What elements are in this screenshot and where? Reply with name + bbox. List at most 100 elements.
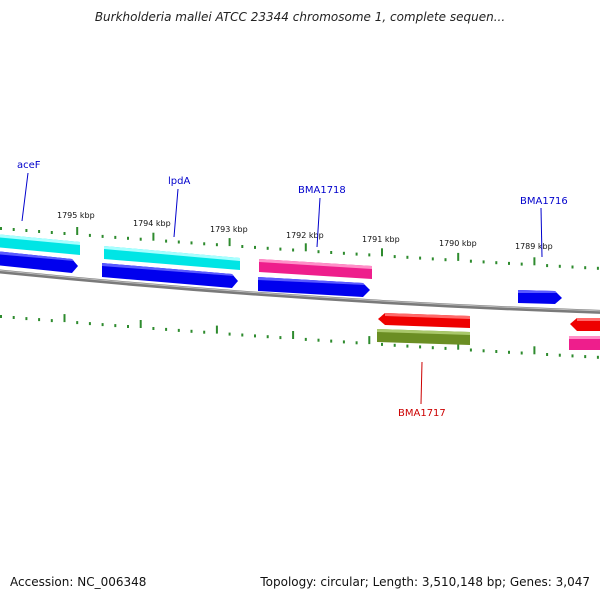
minor-tick: [114, 235, 117, 239]
lower-tick-track: [0, 314, 599, 359]
tick-labels: 1795 kbp 1794 kbp 1793 kbp 1792 kbp 1791…: [57, 211, 553, 251]
tick-label-1795: 1795 kbp: [57, 211, 95, 220]
minor-tick: [228, 332, 231, 336]
minor-tick: [50, 231, 53, 234]
gene-lpdA-blue[interactable]: [102, 263, 238, 288]
minor-tick: [419, 256, 422, 260]
minor-tick: [508, 261, 510, 265]
minor-tick: [304, 337, 307, 341]
minor-tick: [520, 262, 523, 266]
major-tick: [368, 336, 371, 345]
gene-right-red[interactable]: [570, 318, 600, 331]
minor-tick: [165, 239, 168, 243]
minor-tick: [254, 334, 256, 338]
gene-label-lpdA: lpdA: [168, 176, 190, 187]
label-connector-BMA1717: [420, 361, 423, 405]
major-tick: [215, 325, 218, 334]
minor-tick: [406, 255, 409, 259]
major-tick: [76, 227, 79, 235]
major-tick: [457, 252, 460, 261]
minor-tick: [279, 247, 282, 251]
gene-BMA1718-blue[interactable]: [258, 277, 370, 297]
minor-tick: [177, 240, 180, 244]
minor-tick: [520, 351, 523, 355]
gene-right-pink[interactable]: [569, 336, 600, 350]
major-tick: [152, 232, 155, 241]
minor-tick: [571, 265, 574, 269]
major-tick: [63, 314, 66, 323]
minor-tick: [406, 344, 409, 348]
minor-tick: [444, 258, 447, 262]
gene-BMA1716[interactable]: [518, 290, 562, 304]
minor-tick: [342, 251, 345, 255]
minor-tick: [76, 321, 79, 325]
minor-tick: [165, 327, 168, 331]
gene-label-BMA1718: BMA1718: [298, 185, 346, 196]
minor-tick: [495, 261, 498, 265]
minor-tick: [317, 338, 320, 342]
minor-tick: [25, 317, 28, 321]
gene-label-BMA1716: BMA1716: [520, 196, 568, 207]
tick-label-1794: 1794 kbp: [133, 219, 171, 228]
major-tick: [533, 257, 536, 266]
minor-tick: [215, 243, 218, 247]
minor-tick: [393, 343, 396, 347]
minor-tick: [558, 264, 561, 268]
gene-BMA1717-red[interactable]: [378, 313, 470, 328]
minor-tick: [241, 245, 244, 248]
gene-BMA1717-olive[interactable]: [377, 329, 470, 345]
gene-BMA1718-upper[interactable]: [259, 259, 372, 279]
minor-tick: [469, 348, 472, 352]
minor-tick: [38, 230, 41, 233]
gene-aceF-upper[interactable]: [0, 234, 80, 255]
minor-tick: [88, 233, 91, 237]
minor-tick: [546, 353, 549, 356]
minor-tick: [101, 234, 104, 238]
sequence-info: Topology: circular; Length: 3,510,148 bp…: [260, 575, 590, 589]
minor-tick: [139, 237, 142, 241]
minor-tick: [546, 264, 549, 268]
minor-tick: [317, 250, 320, 254]
minor-tick: [266, 335, 269, 339]
minor-tick: [152, 327, 155, 330]
minor-tick: [330, 339, 333, 343]
minor-tick: [0, 315, 2, 318]
minor-tick: [431, 346, 434, 350]
gene-aceF-blue[interactable]: [0, 251, 78, 273]
major-tick: [304, 243, 307, 252]
minor-tick: [266, 246, 269, 250]
chromosome-backbone: [0, 269, 600, 314]
minor-tick: [381, 342, 383, 346]
chromosome-backbone-highlight: [0, 269, 600, 312]
tick-label-1791: 1791 kbp: [362, 235, 400, 244]
minor-tick: [190, 241, 193, 245]
minor-tick: [241, 333, 244, 337]
minor-tick: [330, 251, 333, 254]
minor-tick: [355, 341, 358, 345]
minor-tick: [292, 248, 295, 252]
gene-label-aceF: aceF: [17, 160, 41, 171]
tick-label-1793: 1793 kbp: [210, 225, 248, 234]
minor-tick: [254, 245, 256, 249]
minor-tick: [558, 353, 561, 357]
gene-lpdA-upper[interactable]: [104, 246, 240, 270]
minor-tick: [127, 236, 129, 240]
tick-label-1792: 1792 kbp: [286, 231, 324, 240]
minor-tick: [203, 330, 206, 334]
tick-label-1789: 1789 kbp: [515, 242, 553, 251]
minor-tick: [584, 355, 587, 359]
major-tick: [457, 341, 460, 350]
minor-tick: [279, 336, 282, 340]
minor-tick: [203, 242, 206, 246]
minor-tick: [508, 350, 510, 354]
minor-tick: [63, 232, 66, 235]
minor-tick: [431, 257, 434, 261]
minor-tick: [12, 228, 15, 231]
minor-tick: [12, 316, 15, 319]
minor-tick: [419, 345, 422, 349]
minor-tick: [584, 266, 587, 270]
major-tick: [533, 346, 536, 355]
accession-label: Accession: NC_006348: [10, 575, 147, 589]
major-tick: [228, 238, 231, 247]
